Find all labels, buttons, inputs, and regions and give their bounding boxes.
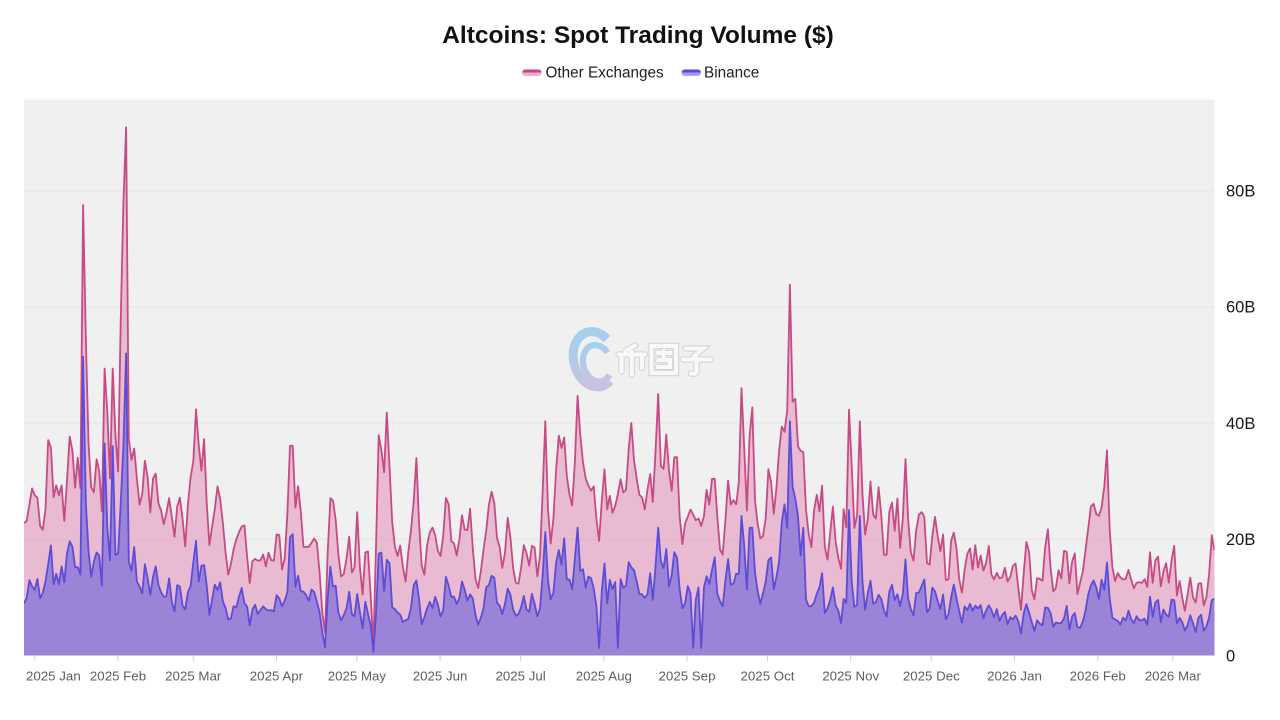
svg-text:2025 Jan: 2025 Jan [26, 669, 81, 684]
svg-text:2025 Jun: 2025 Jun [413, 669, 468, 684]
svg-text:20B: 20B [1226, 531, 1255, 549]
svg-text:2025 Mar: 2025 Mar [165, 669, 222, 684]
svg-text:Other Exchanges: Other Exchanges [546, 65, 665, 82]
svg-text:2025 Aug: 2025 Aug [576, 669, 632, 684]
svg-text:2026 Mar: 2026 Mar [1145, 669, 1202, 684]
svg-text:2025 Jul: 2025 Jul [495, 669, 545, 684]
svg-text:2025 Apr: 2025 Apr [250, 669, 304, 684]
svg-text:2025 Feb: 2025 Feb [90, 669, 146, 684]
svg-text:2025 Nov: 2025 Nov [822, 669, 879, 684]
svg-text:Altcoins: Spot Trading Volume: Altcoins: Spot Trading Volume ($) [442, 22, 834, 49]
svg-text:2026 Feb: 2026 Feb [1070, 669, 1126, 684]
svg-text:40B: 40B [1226, 415, 1255, 433]
svg-text:60B: 60B [1226, 299, 1255, 317]
svg-text:2025 Sep: 2025 Sep [659, 669, 716, 684]
svg-text:2025 Oct: 2025 Oct [741, 669, 795, 684]
svg-text:2025 May: 2025 May [328, 669, 387, 684]
svg-text:2026 Jan: 2026 Jan [987, 669, 1042, 684]
svg-text:Binance: Binance [704, 65, 759, 82]
svg-text:80B: 80B [1226, 183, 1255, 201]
svg-text:0: 0 [1226, 647, 1235, 665]
svg-text:2025 Dec: 2025 Dec [903, 669, 960, 684]
